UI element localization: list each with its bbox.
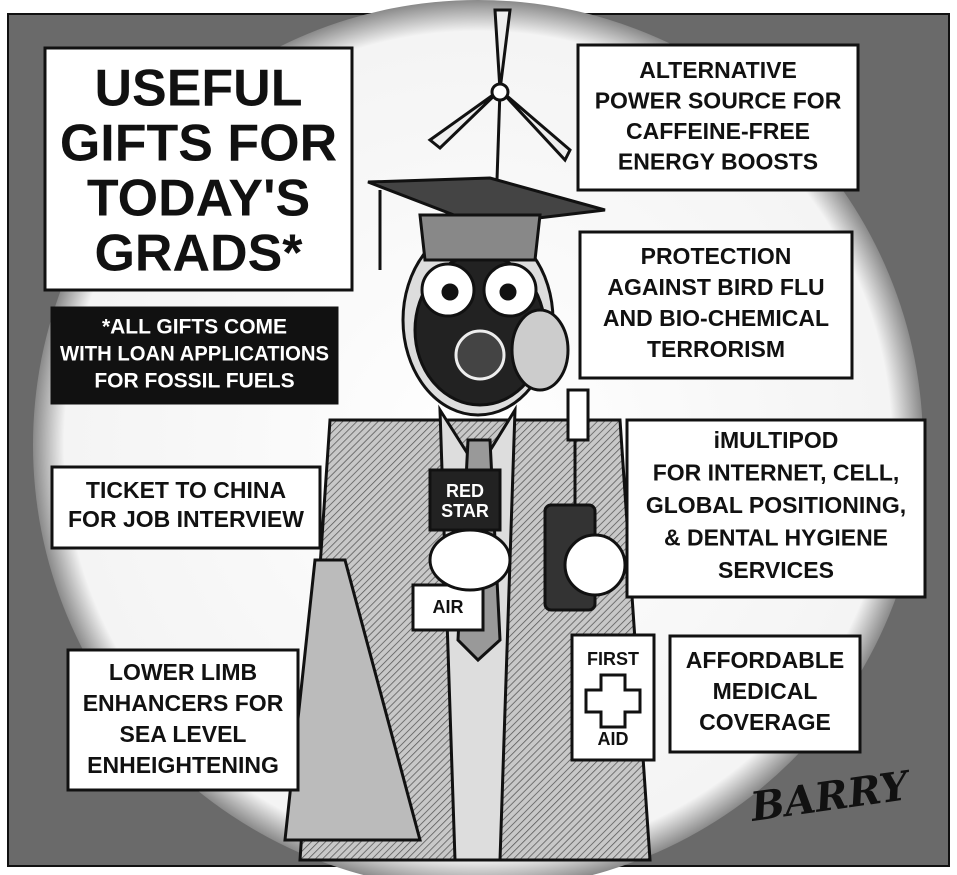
caption-line: ENERGY BOOSTS — [618, 149, 818, 175]
caption-line: & DENTAL HYGIENE — [664, 525, 888, 551]
title-line: GIFTS FOR — [60, 115, 337, 173]
caption-line: ENHANCERS FOR — [83, 690, 284, 716]
title-line: GRADS* — [94, 225, 303, 283]
caption-line: AFFORDABLE — [686, 647, 844, 673]
footnote-line: FOR FOSSIL FUELS — [94, 370, 294, 393]
prop-label: AID — [598, 729, 629, 749]
prop-label: STAR — [441, 501, 489, 521]
prop-label: AIR — [433, 597, 464, 617]
caption-line: iMULTIPOD — [714, 427, 839, 453]
cartoon: RED STAR AIR FIRST AID BARRY USEFULGIFTS… — [0, 0, 957, 875]
caption-line: FOR JOB INTERVIEW — [68, 506, 304, 532]
caption-line: CAFFEINE-FREE — [626, 118, 810, 144]
caption-line: TICKET TO CHINA — [86, 477, 286, 503]
caption-line: ALTERNATIVE — [639, 57, 797, 83]
title-line: TODAY'S — [87, 170, 310, 228]
prop-label: RED — [446, 481, 484, 501]
caption-line: AND BIO-CHEMICAL — [603, 305, 829, 331]
footnote-line: *ALL GIFTS COME — [102, 316, 287, 339]
caption-line: TERRORISM — [647, 336, 785, 362]
caption-line: ENHEIGHTENING — [87, 752, 279, 778]
caption-line: FOR INTERNET, CELL, — [653, 460, 900, 486]
caption-line: LOWER LIMB — [109, 659, 257, 685]
caption-line: POWER SOURCE FOR — [595, 88, 842, 114]
caption-line: PROTECTION — [641, 243, 792, 269]
footnote-line: WITH LOAN APPLICATIONS — [60, 343, 329, 366]
caption-line: SERVICES — [718, 557, 834, 583]
caption-line: COVERAGE — [699, 709, 831, 735]
caption-line: GLOBAL POSITIONING, — [646, 492, 906, 518]
caption-line: SEA LEVEL — [120, 721, 247, 747]
prop-label: FIRST — [587, 649, 639, 669]
caption-line: AGAINST BIRD FLU — [607, 274, 824, 300]
title-line: USEFUL — [95, 60, 303, 118]
caption-line: MEDICAL — [713, 678, 818, 704]
